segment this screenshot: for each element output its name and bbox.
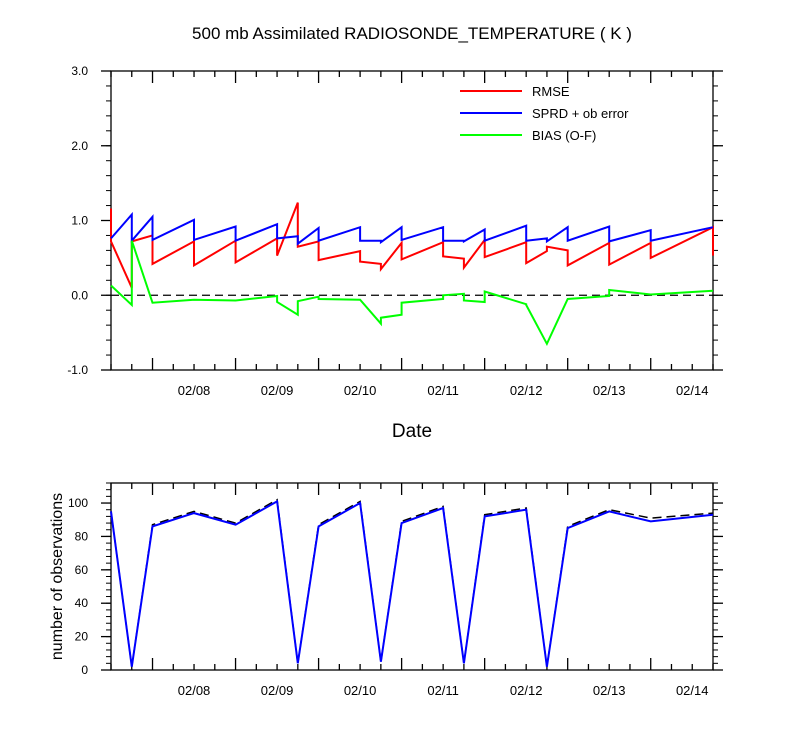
- top-y-tick-label: 1.0: [71, 214, 88, 228]
- bottom-y-tick-label: 20: [75, 630, 89, 644]
- bottom-x-tick-label: 02/14: [676, 683, 709, 698]
- top-series-line-1: [110, 211, 714, 246]
- chart-title: 500 mb Assimilated RADIOSONDE_TEMPERATUR…: [192, 24, 632, 43]
- bottom-plot-frame: [110, 482, 714, 671]
- bottom-series-line-0: [110, 499, 714, 667]
- bottom-x-tick-label: 02/08: [178, 683, 211, 698]
- bottom-y-tick-label: 40: [75, 596, 89, 610]
- top-x-tick-label: 02/14: [676, 383, 709, 398]
- bottom-panel: [101, 482, 723, 671]
- top-x-tick-label: 02/11: [427, 383, 459, 398]
- bottom-x-tick-label: 02/11: [427, 683, 459, 698]
- top-panel: [101, 70, 723, 371]
- y-axis-label: number of observations: [49, 493, 66, 660]
- legend-label-2: BIAS (O-F): [532, 128, 596, 143]
- bottom-series-line-1: [110, 498, 714, 667]
- bottom-x-tick-label: 02/13: [593, 683, 626, 698]
- top-y-tick-label: 0.0: [71, 288, 88, 302]
- bottom-y-tick-label: 60: [75, 563, 89, 577]
- bottom-y-tick-label: 80: [75, 529, 89, 543]
- bottom-y-tick-label: 100: [68, 496, 88, 510]
- bottom-x-tick-label: 02/10: [344, 683, 377, 698]
- top-y-tick-label: -1.0: [67, 363, 88, 377]
- top-y-tick-label: 2.0: [71, 139, 88, 153]
- top-x-tick-label: 02/09: [261, 383, 294, 398]
- bottom-x-tick-label: 02/12: [510, 683, 543, 698]
- bottom-y-tick-label: 0: [81, 663, 88, 677]
- bottom-x-tick-label: 02/09: [261, 683, 294, 698]
- x-axis-label: Date: [392, 421, 432, 442]
- top-x-tick-label: 02/08: [178, 383, 211, 398]
- top-x-tick-label: 02/13: [593, 383, 626, 398]
- top-x-tick-label: 02/10: [344, 383, 377, 398]
- legend-label-1: SPRD + ob error: [532, 106, 629, 121]
- top-series-line-0: [110, 202, 714, 289]
- top-series-line-2: [110, 240, 714, 347]
- legend-label-0: RMSE: [532, 84, 570, 99]
- top-y-tick-label: 3.0: [71, 64, 88, 78]
- top-x-tick-label: 02/12: [510, 383, 543, 398]
